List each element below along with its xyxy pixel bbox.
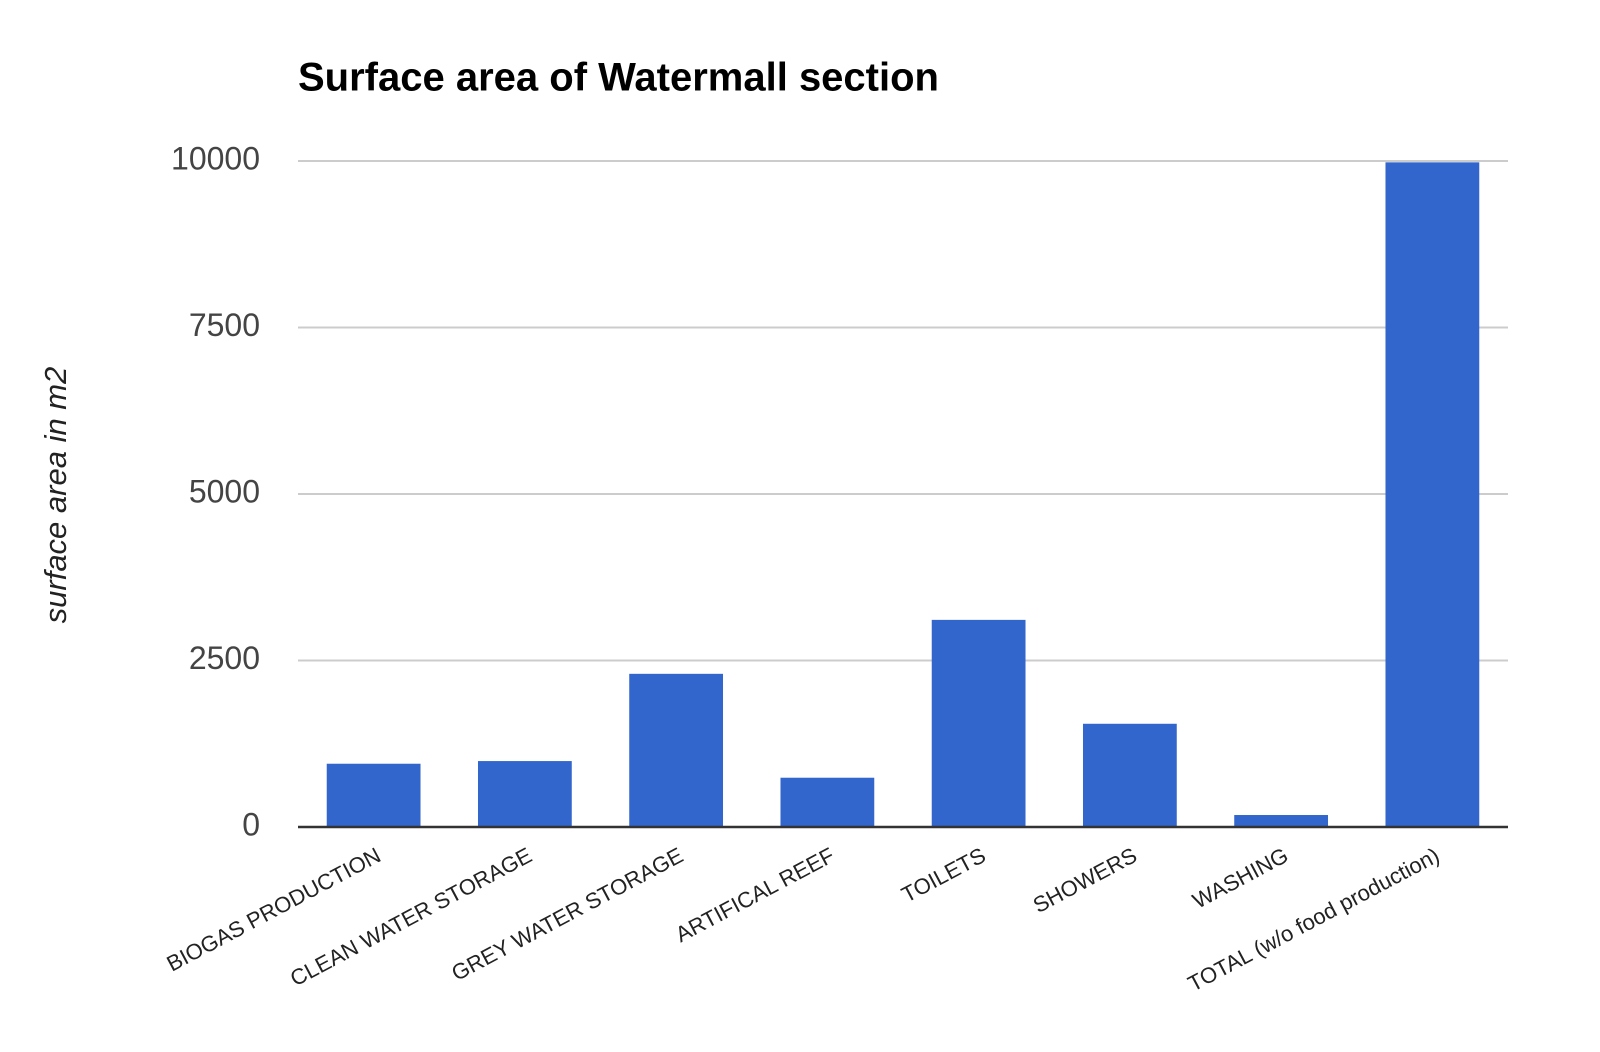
y-tick-label: 2500 [189,640,260,676]
bar [1082,723,1177,827]
x-tick-label: WASHING [1188,842,1292,913]
bar [931,619,1026,827]
chart-title: Surface area of Watermall section [298,56,939,100]
bar [629,673,724,827]
bar [1234,815,1329,827]
y-axis-label: surface area in m2 [38,367,73,624]
x-tick-label: SHOWERS [1029,842,1141,917]
y-tick-label: 7500 [189,307,260,343]
y-tick-label: 0 [242,806,260,842]
y-tick-label: 10000 [171,140,260,176]
x-tick-label: TOTAL (w/o food production) [1184,842,1444,996]
x-tick-label: TOILETS [897,842,989,907]
y-tick-label: 5000 [189,473,260,509]
bar [477,761,572,827]
bar [1385,162,1480,827]
x-tick-label: CLEAN WATER STORAGE [286,842,536,991]
bar [326,763,421,827]
x-tick-label: ARTIFICAL REEF [671,842,838,947]
bar [780,777,875,827]
